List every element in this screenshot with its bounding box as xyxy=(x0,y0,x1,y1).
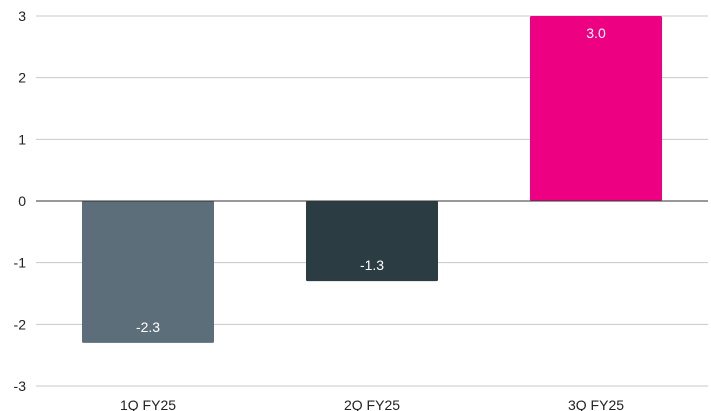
y-tick-label: 1 xyxy=(18,131,26,147)
bar-3q-fy25 xyxy=(530,16,662,201)
bars xyxy=(82,16,662,343)
data-labels: -2.3 -1.3 3.0 xyxy=(136,25,606,335)
y-tick-label: 0 xyxy=(18,193,26,209)
y-tick-label: -1 xyxy=(14,255,27,271)
x-axis-categories: 1Q FY25 2Q FY25 3Q FY25 xyxy=(120,397,624,411)
bar-2q-fy25 xyxy=(306,201,438,282)
y-tick-label: -2 xyxy=(14,316,27,332)
data-label: 3.0 xyxy=(586,25,606,41)
x-category-label: 2Q FY25 xyxy=(344,397,400,411)
y-tick-label: 3 xyxy=(18,8,26,24)
y-axis-ticks: 3 2 1 0 -1 -2 -3 xyxy=(14,8,27,394)
y-tick-label: -3 xyxy=(14,378,27,394)
bar-1q-fy25 xyxy=(82,201,214,343)
data-label: -1.3 xyxy=(360,257,384,273)
x-category-label: 3Q FY25 xyxy=(568,397,624,411)
y-tick-label: 2 xyxy=(18,70,26,86)
data-label: -2.3 xyxy=(136,319,160,335)
x-category-label: 1Q FY25 xyxy=(120,397,176,411)
